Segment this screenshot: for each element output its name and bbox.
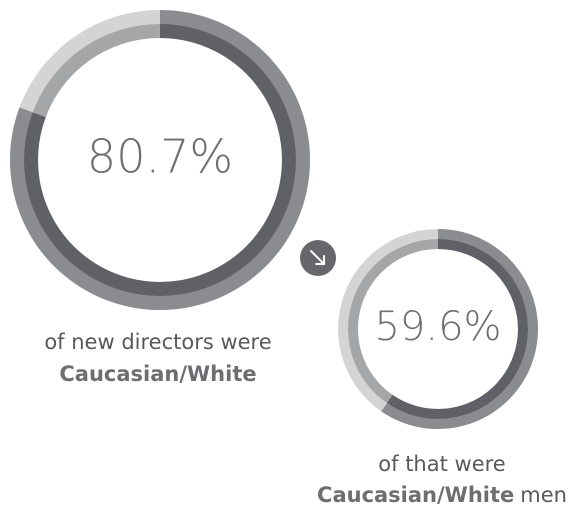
- outer-ring-value: [10, 10, 310, 310]
- arrow-icon: [310, 250, 325, 265]
- caption: of new directors were: [44, 330, 271, 354]
- value-label: 80.7%: [87, 130, 233, 184]
- donut: 59.6% of that were Caucasian/White men: [317, 229, 567, 507]
- caption-emphasis: Caucasian/White: [59, 362, 256, 386]
- caption: of that were: [378, 452, 505, 476]
- caption-emphasis: Caucasian/White men: [317, 483, 567, 507]
- emphasis: Caucasian/White: [59, 362, 256, 386]
- arrow-badge: [300, 240, 336, 276]
- value-label: 59.6%: [374, 304, 501, 350]
- caption-suffix: men: [520, 483, 567, 507]
- outer-ring-value: [381, 229, 538, 429]
- inner-ring-value: [24, 24, 296, 296]
- inner-ring-value: [386, 239, 528, 419]
- emphasis: Caucasian/White: [317, 483, 514, 507]
- donut: 80.7% of new directors were Caucasian/Whit…: [10, 10, 310, 386]
